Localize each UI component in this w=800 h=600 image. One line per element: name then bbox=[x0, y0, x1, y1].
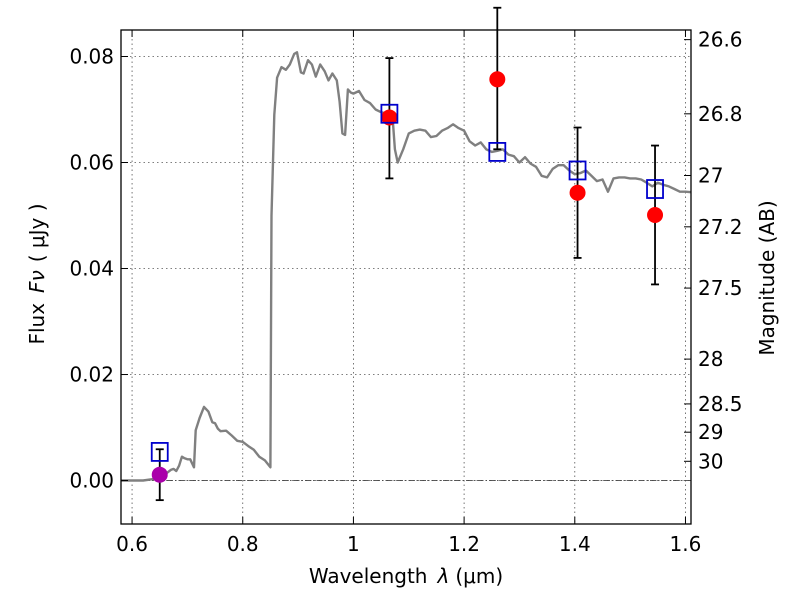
x-axis-label: Wavelength λ (μm) bbox=[309, 564, 503, 588]
model-band-square bbox=[646, 179, 664, 199]
magnitude-tick-label: 28 bbox=[698, 347, 723, 371]
magnitude-tick-label: 26.8 bbox=[698, 102, 743, 126]
magnitude-tick-label: 27.5 bbox=[698, 276, 743, 300]
axes-layer bbox=[120, 29, 692, 525]
plot-layer bbox=[121, 6, 692, 502]
grid-layer bbox=[121, 30, 691, 524]
model-band-square bbox=[488, 142, 507, 162]
x-tick-label: 0.6 bbox=[116, 532, 148, 556]
magnitude-tick-label: 27 bbox=[698, 164, 723, 188]
magnitude-tick-label: 30 bbox=[698, 449, 723, 473]
model-band-square bbox=[380, 103, 399, 124]
observed-flux-point bbox=[647, 206, 664, 223]
model-spectrum-line bbox=[121, 51, 692, 482]
observed-flux-point bbox=[569, 184, 586, 201]
x-tick-label: 1.2 bbox=[448, 532, 480, 556]
magnitude-tick-label: 27.2 bbox=[698, 215, 743, 239]
x-tick-label: 0.8 bbox=[227, 532, 259, 556]
magnitude-tick-label: 28.5 bbox=[698, 392, 743, 416]
magnitude-tick-label: 29 bbox=[698, 420, 723, 444]
tick-layer: 0.6 0.8 1 1.2 1.4 1.6 0.00 0.02 0.04 0.06 0.08 26.6… bbox=[69, 28, 742, 556]
observed-flux-point bbox=[489, 71, 506, 88]
model-band-square bbox=[150, 442, 169, 462]
x-tick-label: 1.4 bbox=[559, 532, 591, 556]
y-axis-label: FluxFν( μJy ) bbox=[25, 203, 49, 344]
y-tick-label: 0.00 bbox=[69, 469, 114, 493]
x-tick-label: 1 bbox=[347, 532, 360, 556]
plot-frame bbox=[120, 29, 692, 525]
model-band-square bbox=[568, 160, 587, 181]
magnitude-tick-label: 26.6 bbox=[698, 28, 743, 52]
y-tick-label: 0.02 bbox=[69, 363, 114, 387]
x-tick-label: 1.6 bbox=[670, 532, 702, 556]
y-tick-label: 0.04 bbox=[69, 257, 114, 281]
y-tick-label: 0.06 bbox=[69, 151, 114, 175]
magnitude-axis-label: Magnitude (AB) bbox=[755, 200, 779, 355]
optical-flux-point bbox=[151, 466, 168, 483]
y-tick-label: 0.08 bbox=[69, 45, 114, 69]
